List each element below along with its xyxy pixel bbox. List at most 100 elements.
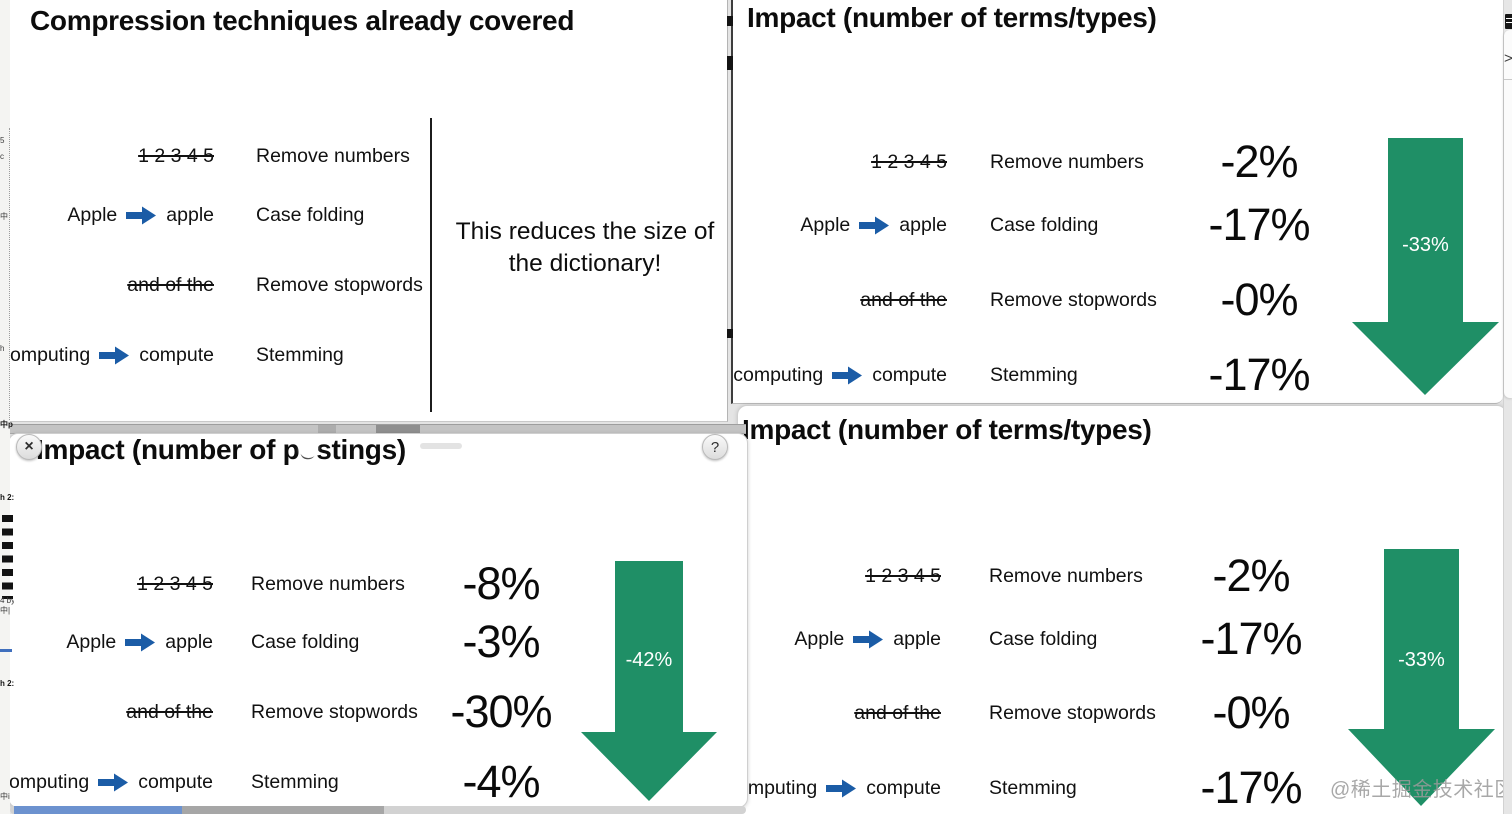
example-from: Apple bbox=[800, 213, 851, 236]
background-panel-right-edge: > bbox=[1503, 0, 1512, 814]
edge-mark bbox=[727, 329, 733, 338]
technique-label: Remove numbers bbox=[989, 564, 1143, 587]
technique-row: 1 2 3 4 5 Remove numbers bbox=[8, 134, 727, 178]
example-to: apple bbox=[893, 627, 941, 650]
reduction-arrow: -33% bbox=[1348, 549, 1495, 806]
edge-text: 5 bbox=[0, 136, 5, 145]
edge-text: 4 byt bbox=[0, 596, 14, 605]
impact-value: -0% bbox=[1220, 274, 1298, 325]
example-from: computing bbox=[0, 770, 90, 793]
example-from: Apple bbox=[794, 627, 845, 650]
chevron-right-icon[interactable]: > bbox=[1504, 50, 1512, 67]
scrollbar-progress bbox=[14, 806, 182, 814]
impact-row: 1 2 3 4 5 Remove numbers -2% bbox=[738, 550, 1506, 601]
impact-row: computing compute Stemming -17% bbox=[727, 762, 1506, 813]
reduction-arrow: -33% bbox=[1352, 138, 1499, 395]
technique-label: Stemming bbox=[256, 343, 344, 366]
slide-title: Compression techniques already covered bbox=[30, 5, 575, 36]
blue-arrow-icon bbox=[826, 779, 857, 797]
example-to: apple bbox=[899, 213, 947, 236]
technique-label: Stemming bbox=[989, 776, 1077, 799]
impact-row: and of the Remove stopwords -30% bbox=[9, 686, 747, 737]
impact-value: -4% bbox=[462, 756, 540, 807]
technique-label: Case folding bbox=[989, 627, 1098, 650]
blue-arrow-icon bbox=[832, 366, 863, 384]
technique-label: Remove numbers bbox=[990, 150, 1144, 173]
impact-row: Apple apple Case folding -3% bbox=[9, 616, 747, 667]
example-numbers: 1 2 3 4 5 bbox=[138, 144, 214, 167]
watermark: @稀土掘金技术社区 bbox=[1330, 779, 1512, 801]
impact-row: Apple apple Case folding -17% bbox=[738, 613, 1506, 664]
edge-text: 中i bbox=[0, 792, 10, 801]
impact-value: -0% bbox=[1212, 687, 1290, 738]
impact-value: -17% bbox=[1200, 762, 1302, 813]
blue-arrow-icon bbox=[126, 206, 157, 224]
technique-label: Case folding bbox=[990, 213, 1099, 236]
example-to: compute bbox=[138, 770, 213, 793]
example-to: apple bbox=[165, 630, 213, 653]
blue-arrow-icon bbox=[853, 630, 884, 648]
edge-text: h bbox=[0, 344, 5, 353]
example-stopwords: and of the bbox=[854, 701, 941, 724]
help-button[interactable]: ? bbox=[702, 434, 728, 460]
slide-title: Impact (number of postings) bbox=[36, 434, 406, 465]
impact-value: -3% bbox=[462, 616, 540, 667]
edge-text: h 2: bbox=[0, 679, 14, 688]
example-to: apple bbox=[166, 203, 214, 226]
binary-bars bbox=[2, 515, 13, 599]
example-stopwords: and of the bbox=[860, 288, 947, 311]
slide-compression-covered: Compression techniques already covered 1… bbox=[0, 0, 728, 422]
edge-text: h 2: bbox=[0, 493, 14, 502]
example-to: compute bbox=[872, 363, 947, 386]
example-numbers: 1 2 3 4 5 bbox=[865, 564, 941, 587]
example-from: Apple bbox=[66, 630, 117, 653]
slide-title: Impact (number of terms/types) bbox=[742, 414, 1152, 445]
close-button[interactable]: × bbox=[16, 434, 42, 460]
edge-text: 中 bbox=[0, 212, 8, 221]
impact-value: -17% bbox=[1208, 349, 1310, 400]
example-from: Apple bbox=[67, 203, 118, 226]
technique-label: Stemming bbox=[990, 363, 1078, 386]
technique-label: Stemming bbox=[251, 770, 339, 793]
vertical-divider bbox=[430, 118, 432, 412]
total-reduction-label: -42% bbox=[625, 649, 673, 671]
example-from: computing bbox=[0, 343, 91, 366]
example-numbers: 1 2 3 4 5 bbox=[137, 572, 213, 595]
technique-row: and of the Remove stopwords bbox=[8, 263, 727, 307]
highlight-smudge bbox=[420, 443, 462, 449]
example-to: compute bbox=[866, 776, 941, 799]
scrollbar-thumb[interactable] bbox=[376, 425, 420, 433]
technique-label: Remove stopwords bbox=[256, 273, 423, 296]
scrollbar-thumb[interactable] bbox=[182, 806, 384, 814]
impact-value: -17% bbox=[1200, 613, 1302, 664]
technique-label: Case folding bbox=[251, 630, 360, 653]
impact-value: -2% bbox=[1220, 136, 1298, 187]
example-stopwords: and of the bbox=[126, 700, 213, 723]
technique-label: Remove stopwords bbox=[251, 700, 418, 723]
edge-text: c bbox=[0, 152, 4, 161]
technique-label: Remove numbers bbox=[256, 144, 410, 167]
slide-impact-terms-bottom: Impact (number of terms/types) 1 2 3 4 5… bbox=[727, 405, 1512, 814]
edge-text: 中| bbox=[0, 606, 11, 615]
edge-mark bbox=[727, 56, 733, 70]
horizontal-scrollbar-bottom[interactable] bbox=[10, 806, 746, 814]
example-from: computing bbox=[727, 776, 818, 799]
slide-title: Impact (number of terms/types) bbox=[747, 2, 1157, 33]
background-page-left-edge: 5 c 中 h 中p h 2: 4 byt 中| h 2: 中i bbox=[0, 0, 14, 814]
impact-row: Apple apple Case folding -17% bbox=[733, 199, 1503, 250]
impact-value: -8% bbox=[462, 558, 540, 609]
blue-underline bbox=[0, 649, 12, 652]
blue-arrow-icon bbox=[98, 773, 129, 791]
technique-label: Case folding bbox=[256, 203, 365, 226]
slide-impact-terms-top: Impact (number of terms/types) 1 2 3 4 5… bbox=[731, 0, 1503, 404]
impact-value: -17% bbox=[1208, 199, 1310, 250]
impact-row: 1 2 3 4 5 Remove numbers -8% bbox=[9, 558, 747, 609]
impact-row: computing compute Stemming -4% bbox=[0, 756, 747, 807]
menu-icon bbox=[1505, 14, 1512, 29]
example-stopwords: and of the bbox=[127, 273, 214, 296]
example-from: computing bbox=[733, 363, 824, 386]
impact-value: -2% bbox=[1212, 550, 1290, 601]
technique-label: Remove numbers bbox=[251, 572, 405, 595]
slide-impact-postings: Impact (number of postings) 1 2 3 4 5 Re… bbox=[0, 433, 748, 808]
